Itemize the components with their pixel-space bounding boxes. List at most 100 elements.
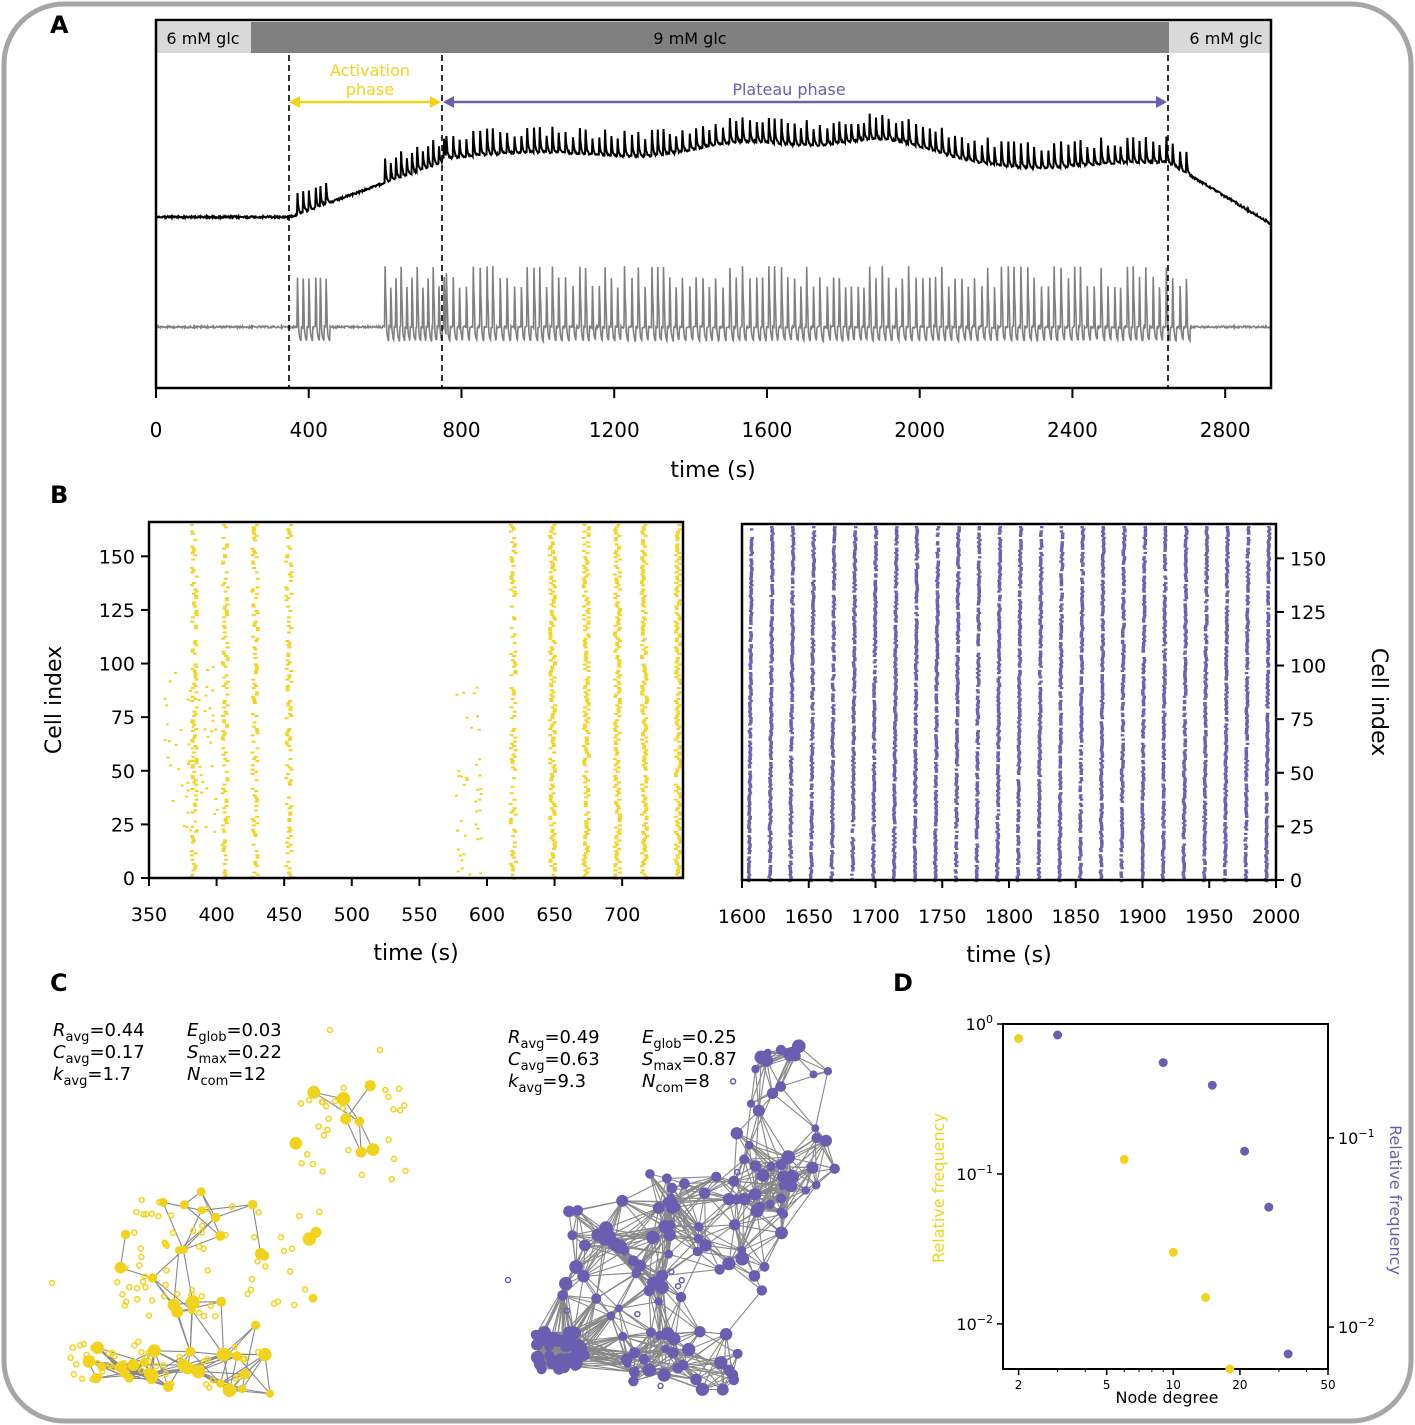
raster-event <box>253 552 258 554</box>
raster-event <box>1038 676 1043 679</box>
raster-event <box>1163 672 1167 675</box>
raster-event <box>914 768 918 771</box>
raster-event <box>1184 551 1188 555</box>
raster-event <box>788 796 793 799</box>
raster-event <box>871 807 876 810</box>
raster-event <box>770 678 774 681</box>
raster-event <box>913 787 918 790</box>
raster-event <box>872 744 876 748</box>
raster-event <box>1184 693 1188 696</box>
raster-event <box>1202 820 1206 823</box>
raster-event <box>975 774 979 778</box>
raster-event <box>1184 689 1188 692</box>
raster-event <box>771 541 775 544</box>
raster-event <box>1016 843 1020 846</box>
raster-event <box>1203 652 1208 655</box>
raster-event <box>615 554 620 557</box>
raster-event <box>1163 545 1167 548</box>
raster-event <box>1100 695 1105 698</box>
raster-event <box>851 764 855 767</box>
raster-event <box>510 560 515 563</box>
raster-event <box>190 687 195 690</box>
raster-event <box>641 569 646 572</box>
raster-event <box>1121 744 1125 748</box>
raster-event <box>809 847 813 850</box>
raster-event <box>641 764 646 767</box>
raster-event <box>872 766 877 769</box>
raster-event <box>749 579 754 582</box>
raster-event <box>749 682 753 685</box>
raster-event <box>641 860 646 863</box>
raster-event <box>190 811 195 814</box>
raster-event <box>809 869 814 872</box>
raster-event <box>790 607 794 610</box>
raster-event <box>1141 822 1145 825</box>
raster-event <box>1164 577 1168 580</box>
raster-event <box>1101 609 1105 612</box>
raster-event <box>976 654 980 657</box>
raster-event <box>996 710 1001 713</box>
raw-trace-line <box>155 113 1271 226</box>
raster-event <box>789 762 794 765</box>
raster-event <box>914 777 918 780</box>
panel-label-d: D <box>893 969 913 997</box>
raster-event <box>975 809 979 812</box>
raster-event <box>914 635 918 638</box>
raster-event <box>1017 599 1022 602</box>
raster-event <box>789 740 794 743</box>
raster-event <box>1140 869 1144 872</box>
raster-event <box>513 740 518 743</box>
raster-event <box>1037 839 1041 842</box>
raster-event <box>748 751 752 754</box>
raster-event <box>874 575 878 578</box>
raster-event <box>914 684 918 687</box>
raster-event <box>677 751 682 754</box>
raster-event <box>1161 751 1166 754</box>
raster-event <box>850 837 855 840</box>
raster-event <box>223 577 228 580</box>
raster-event <box>850 865 855 868</box>
raster-event <box>1182 817 1186 820</box>
raster-event <box>1057 845 1062 848</box>
raster-event <box>1183 622 1188 625</box>
raster-event <box>852 633 857 636</box>
raster-event <box>1100 766 1105 769</box>
raster-event <box>748 650 752 653</box>
raster-event <box>914 573 919 576</box>
raster-event <box>1142 725 1146 728</box>
raster-event <box>956 708 960 711</box>
raster-event <box>190 650 195 653</box>
raster-event <box>790 815 794 818</box>
raster-event <box>1079 757 1083 760</box>
raster-event <box>617 787 622 790</box>
raster-event <box>1101 620 1106 623</box>
raster-event <box>894 734 898 737</box>
raster-event <box>1016 852 1021 855</box>
x-tick-label: 450 <box>266 904 302 926</box>
raster-event <box>287 867 292 870</box>
raster-event <box>830 774 835 778</box>
raster-event <box>191 760 196 762</box>
raster-event <box>641 712 646 715</box>
raster-event <box>1058 835 1063 838</box>
raster-event <box>221 730 226 732</box>
raster-event <box>616 524 621 527</box>
raster-event <box>513 592 518 595</box>
raster-event <box>286 685 290 687</box>
raster-event <box>850 828 855 831</box>
raster-event <box>874 528 878 531</box>
raster-event <box>1202 843 1206 846</box>
raster-event <box>790 633 794 636</box>
raster-event <box>1203 762 1207 765</box>
raster-event <box>871 736 876 739</box>
raster-event <box>770 618 774 621</box>
raster-event <box>549 837 554 840</box>
raster-event <box>511 689 516 692</box>
raster-event <box>830 839 834 842</box>
raster-event <box>1203 706 1208 709</box>
raster-event <box>851 661 856 664</box>
raster-event <box>1142 768 1146 771</box>
raster-event <box>192 715 197 717</box>
raster-event <box>894 672 898 675</box>
raster-event <box>585 562 590 565</box>
